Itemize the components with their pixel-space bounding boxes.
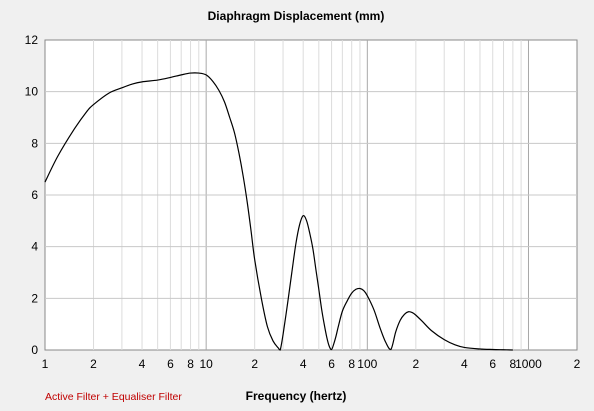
- x-tick-label: 4: [139, 357, 146, 371]
- x-tick-label: 8: [510, 357, 517, 371]
- x-tick-label: 8: [348, 357, 355, 371]
- y-tick-label: 10: [25, 85, 39, 99]
- y-tick-label: 8: [31, 136, 38, 150]
- series-layer: [44, 72, 513, 351]
- x-tick-label: 4: [300, 357, 307, 371]
- y-tick-label: 2: [31, 291, 38, 305]
- x-tick-label: 2: [574, 357, 581, 371]
- x-tick-label: 10: [199, 357, 213, 371]
- displacement-series-line: [44, 72, 513, 351]
- x-tick-label: 4: [461, 357, 468, 371]
- x-tick-label: 2: [251, 357, 258, 371]
- y-tick-label: 4: [31, 240, 38, 254]
- x-axis-label: Frequency (hertz): [246, 389, 347, 403]
- x-tick-label: 6: [328, 357, 335, 371]
- x-tick-label: 2: [412, 357, 419, 371]
- chart-title: Diaphragm Displacement (mm): [208, 9, 385, 23]
- y-tick-label: 12: [25, 33, 39, 47]
- grid-layer: [45, 40, 577, 350]
- filter-caption: Active Filter + Equaliser Filter: [45, 391, 182, 403]
- x-tick-label: 1000: [515, 357, 542, 371]
- x-tick-label: 100: [357, 357, 377, 371]
- x-tick-label: 1: [42, 357, 49, 371]
- x-tick-label: 8: [187, 357, 194, 371]
- x-tick-label: 6: [489, 357, 496, 371]
- x-tick-label: 6: [167, 357, 174, 371]
- y-tick-label: 0: [31, 343, 38, 357]
- y-tick-label: 6: [31, 188, 38, 202]
- y-axis-ticks: 0 2 4 6 8 10 12: [25, 33, 39, 357]
- x-tick-label: 2: [90, 357, 97, 371]
